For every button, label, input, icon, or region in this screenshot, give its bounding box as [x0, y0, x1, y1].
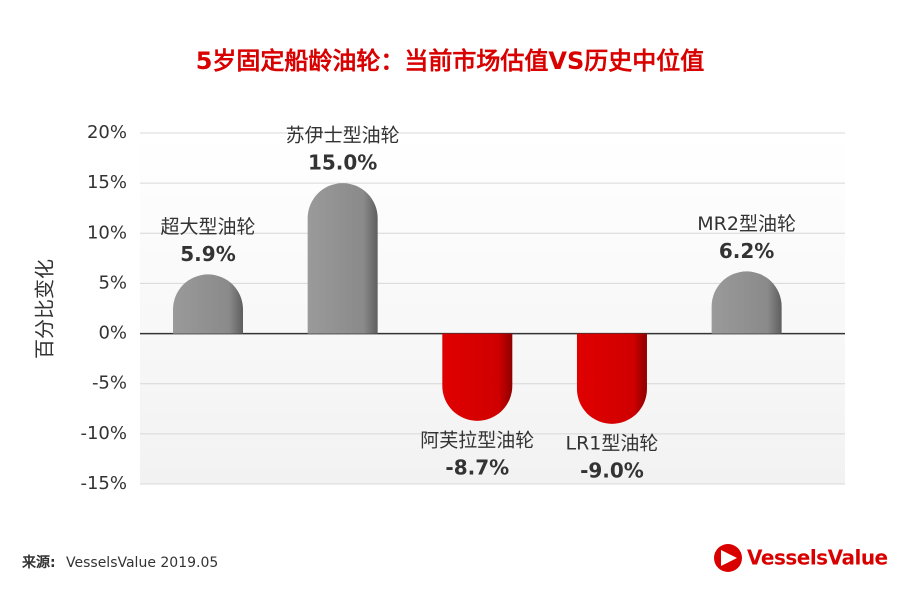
bar	[442, 333, 513, 421]
y-tick-label: 0%	[98, 323, 127, 344]
category-label: 超大型油轮	[160, 216, 255, 238]
source-label: 来源:	[21, 554, 56, 571]
logo-icon-mark	[721, 550, 737, 566]
value-label: 6.2%	[719, 239, 774, 263]
logo-text: VesselsValue	[747, 546, 888, 570]
category-label: 苏伊士型油轮	[286, 125, 400, 147]
category-label: MR2型油轮	[697, 213, 796, 235]
y-tick-label: -15%	[80, 473, 127, 494]
value-label: 15.0%	[308, 151, 377, 175]
value-label: -9.0%	[580, 458, 644, 482]
category-label: 阿芙拉型油轮	[420, 429, 534, 451]
y-tick-label: 5%	[98, 272, 127, 293]
source-text: VesselsValue 2019.05	[66, 555, 218, 571]
bar	[173, 274, 243, 334]
bar	[711, 271, 782, 334]
y-tick-label: 20%	[87, 122, 127, 143]
chart-title: 5岁固定船龄油轮：当前市场估值VS历史中位值	[196, 47, 705, 75]
y-tick-label: 10%	[87, 222, 127, 243]
y-tick-label: 15%	[87, 172, 127, 193]
y-tick-label: -10%	[80, 423, 127, 444]
value-label: -8.7%	[445, 455, 509, 479]
bar	[576, 333, 647, 424]
value-label: 5.9%	[180, 242, 235, 266]
y-tick-label: -5%	[92, 373, 127, 394]
bar	[307, 183, 378, 334]
y-axis-label: 百分比变化	[33, 259, 57, 359]
logo: VesselsValue	[714, 544, 888, 572]
category-label: LR1型油轮	[566, 432, 659, 454]
